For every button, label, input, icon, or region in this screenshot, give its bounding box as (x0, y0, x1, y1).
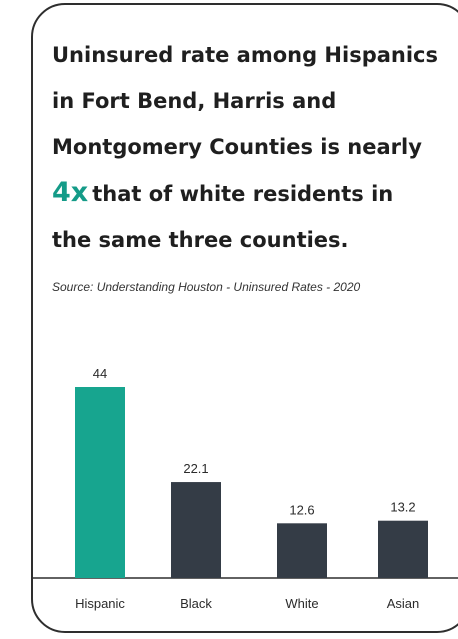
category-label-asian: Asian (387, 596, 420, 611)
bar-asian (378, 520, 428, 578)
headline: Uninsured rate among Hispanics in Fort B… (52, 32, 457, 263)
headline-highlight: 4x (52, 177, 89, 208)
bar-black (171, 482, 221, 578)
value-label-asian: 13.2 (390, 500, 415, 515)
headline-line-4: 4x that of white residents in (52, 170, 457, 217)
bar-hispanic (75, 387, 125, 578)
value-label-hispanic: 44 (93, 366, 107, 381)
category-label-black: Black (180, 596, 212, 611)
headline-line-5: the same three counties. (52, 228, 349, 252)
category-label-hispanic: Hispanic (75, 596, 125, 611)
headline-line-3: Montgomery Counties is nearly (52, 135, 422, 159)
headline-line-4-rest: that of white residents in (92, 182, 394, 206)
headline-line-1: Uninsured rate among Hispanics (52, 43, 439, 67)
source-note: Source: Understanding Houston - Uninsure… (52, 280, 361, 294)
category-label-white: White (285, 596, 318, 611)
value-label-black: 22.1 (183, 461, 208, 476)
headline-line-2: in Fort Bend, Harris and (52, 89, 337, 113)
value-label-white: 12.6 (289, 502, 314, 517)
bar-white (277, 523, 327, 578)
